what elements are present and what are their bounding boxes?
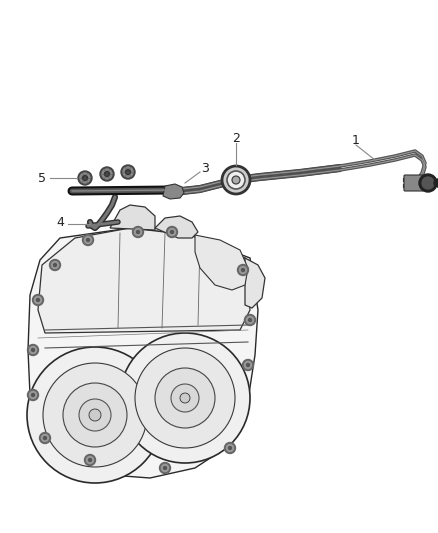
Circle shape (247, 317, 254, 324)
Polygon shape (110, 205, 155, 230)
Circle shape (29, 346, 36, 353)
Circle shape (162, 464, 169, 472)
Circle shape (100, 167, 114, 181)
Polygon shape (245, 258, 265, 308)
Circle shape (35, 296, 42, 303)
Circle shape (159, 463, 170, 473)
Circle shape (419, 174, 437, 192)
Circle shape (39, 432, 50, 443)
Circle shape (82, 175, 88, 181)
Circle shape (43, 437, 46, 440)
Circle shape (88, 458, 92, 462)
Circle shape (222, 166, 250, 194)
Circle shape (32, 295, 43, 305)
FancyBboxPatch shape (404, 175, 424, 191)
Circle shape (85, 455, 95, 465)
Circle shape (42, 434, 49, 441)
Circle shape (171, 384, 199, 412)
Polygon shape (195, 235, 248, 290)
Circle shape (169, 229, 176, 236)
Circle shape (243, 359, 254, 370)
Circle shape (85, 237, 92, 244)
Circle shape (29, 392, 36, 399)
Circle shape (133, 227, 144, 238)
Circle shape (102, 169, 112, 179)
Polygon shape (38, 228, 250, 333)
Circle shape (434, 179, 438, 187)
Circle shape (27, 347, 163, 483)
Circle shape (86, 238, 89, 241)
Circle shape (32, 393, 35, 397)
Circle shape (49, 260, 60, 271)
Circle shape (155, 368, 215, 428)
Circle shape (32, 349, 35, 351)
Circle shape (226, 445, 233, 451)
Circle shape (123, 167, 133, 177)
Circle shape (166, 227, 177, 238)
Circle shape (227, 171, 245, 189)
Circle shape (237, 264, 248, 276)
Circle shape (80, 173, 90, 183)
Circle shape (170, 230, 173, 233)
Circle shape (36, 298, 39, 302)
Text: 4: 4 (56, 215, 64, 229)
Circle shape (63, 383, 127, 447)
Circle shape (53, 263, 57, 266)
Circle shape (135, 348, 235, 448)
Circle shape (247, 364, 250, 367)
Text: 1: 1 (352, 133, 360, 147)
Circle shape (163, 466, 166, 470)
Polygon shape (155, 216, 198, 238)
Text: 3: 3 (201, 161, 209, 174)
Circle shape (43, 363, 147, 467)
Circle shape (82, 235, 93, 246)
Polygon shape (163, 184, 184, 199)
Circle shape (121, 165, 135, 179)
Circle shape (28, 344, 39, 356)
Text: 2: 2 (232, 132, 240, 144)
Circle shape (232, 176, 240, 184)
Circle shape (248, 319, 251, 321)
Circle shape (120, 333, 250, 463)
Circle shape (78, 171, 92, 185)
Circle shape (52, 262, 59, 269)
Circle shape (240, 266, 247, 273)
Circle shape (229, 447, 232, 449)
Circle shape (241, 269, 244, 271)
Circle shape (137, 230, 139, 233)
Text: 5: 5 (38, 172, 46, 184)
Circle shape (422, 177, 434, 189)
Circle shape (180, 393, 190, 403)
Circle shape (89, 409, 101, 421)
Circle shape (105, 172, 110, 176)
Circle shape (225, 442, 236, 454)
Circle shape (244, 314, 255, 326)
Circle shape (126, 169, 131, 174)
Circle shape (86, 456, 93, 464)
Polygon shape (28, 228, 258, 478)
Circle shape (28, 390, 39, 400)
Circle shape (79, 399, 111, 431)
Circle shape (244, 361, 251, 368)
Circle shape (134, 229, 141, 236)
